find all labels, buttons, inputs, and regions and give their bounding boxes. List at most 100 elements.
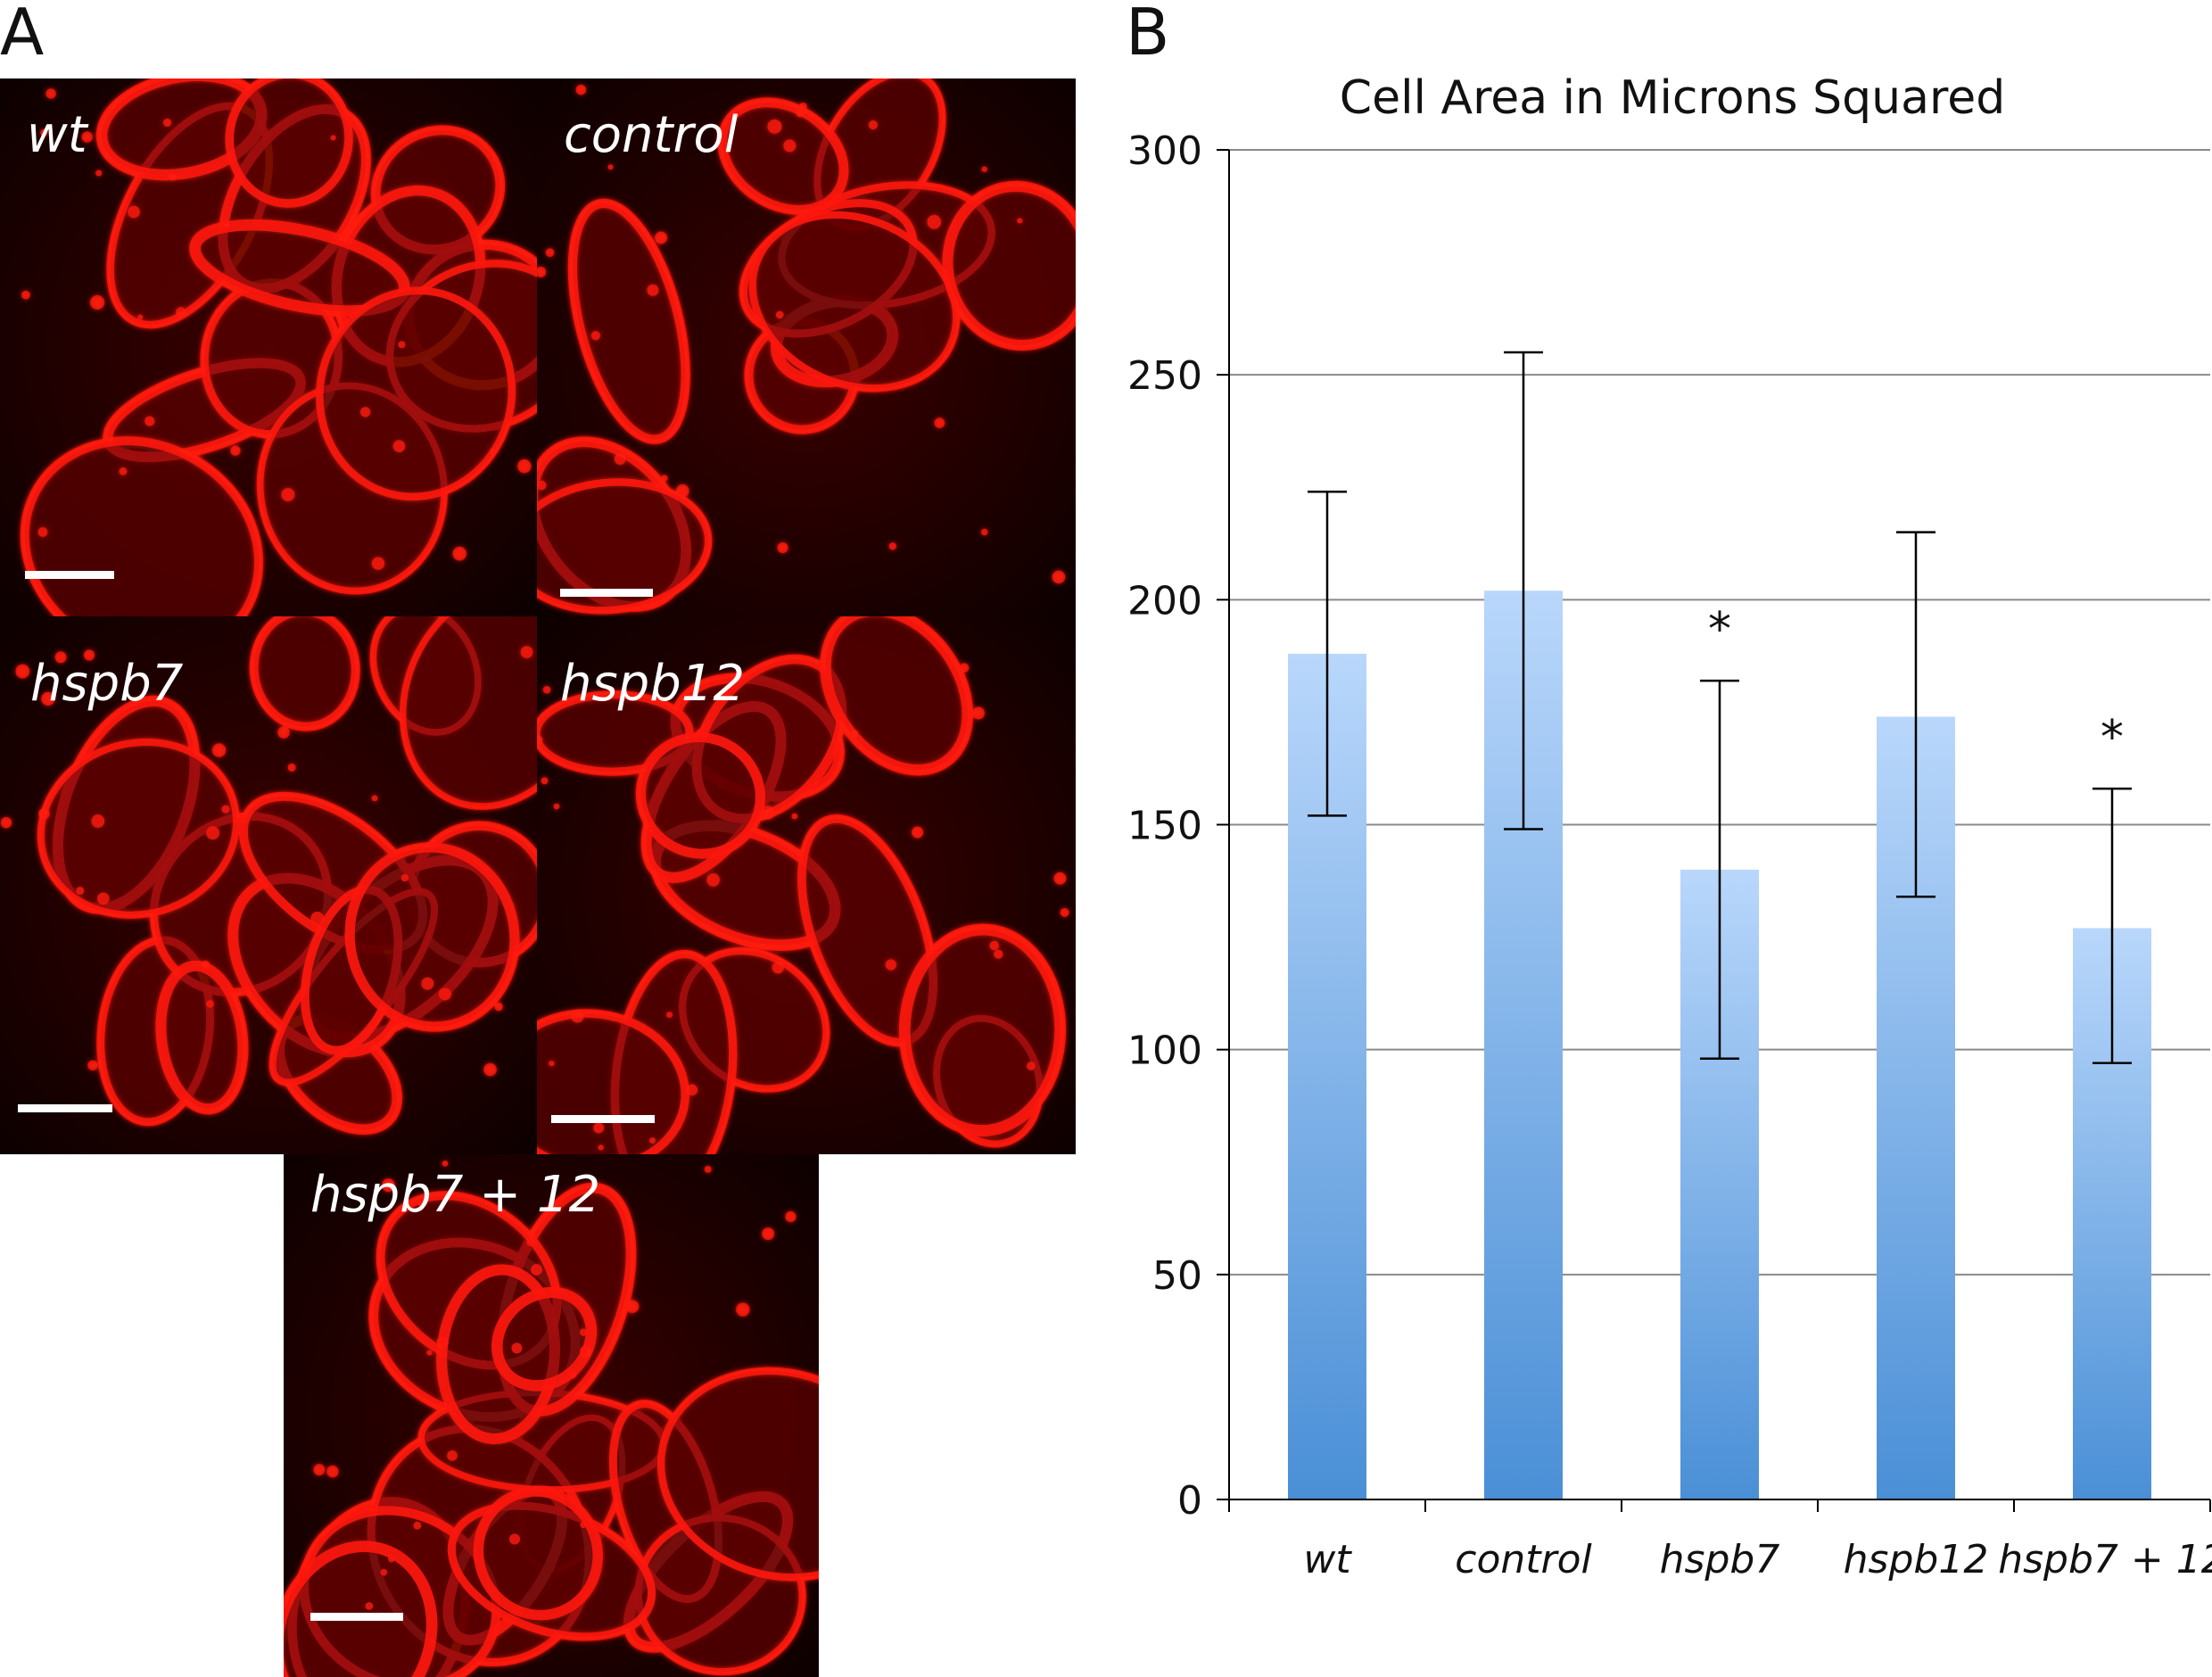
x-tick-label: wt <box>1303 1537 1352 1582</box>
stain-dot <box>526 1238 535 1247</box>
stain-dot <box>579 1345 591 1358</box>
stain-dot <box>661 475 668 482</box>
stain-dot <box>206 1000 214 1008</box>
stain-dot <box>76 887 85 896</box>
stain-dot <box>1053 872 1067 885</box>
stain-dot <box>647 284 659 296</box>
cell-outline <box>491 1286 598 1392</box>
stain-dot <box>760 805 775 820</box>
stain-dot <box>221 805 230 814</box>
stain-dot <box>868 120 878 130</box>
stain-dot <box>934 417 945 428</box>
stain-dot <box>426 1350 433 1356</box>
stain-dot <box>176 307 186 318</box>
x-tick-label: control <box>1455 1537 1592 1582</box>
stain-dot <box>163 119 172 127</box>
stain-dot <box>41 691 55 706</box>
stain-dot <box>417 1201 425 1207</box>
stain-dot <box>144 416 155 426</box>
cell-outline <box>898 923 1067 1137</box>
micrograph-label-4: hspb7 + 12 <box>310 1166 600 1224</box>
cell-outline <box>249 616 360 731</box>
stain-dot <box>537 735 543 745</box>
stain-dot <box>201 960 210 970</box>
stain-dot <box>382 1178 395 1192</box>
stain-dot <box>365 1602 374 1610</box>
stain-dot <box>91 814 105 828</box>
x-tick-label: hspb7 <box>1660 1537 1780 1582</box>
stain-dot <box>736 1302 750 1317</box>
stain-dot <box>981 166 987 172</box>
stain-dot <box>84 649 95 661</box>
stain-dot <box>277 726 290 739</box>
stain-dot <box>575 84 587 95</box>
micrograph-figure: wt control hspb7 hspb12 hspb7 + 12 <box>0 78 1076 1677</box>
scale-bar <box>551 1115 655 1123</box>
stain-dot <box>655 231 668 244</box>
stain-dot <box>1027 1062 1036 1070</box>
cell-outline <box>537 690 694 776</box>
stain-dot <box>912 826 924 838</box>
stain-dot <box>796 108 805 118</box>
stain-dot <box>704 1165 712 1173</box>
stain-dot <box>545 248 555 257</box>
micrograph-panel-2 <box>0 616 537 1154</box>
stain-dot <box>310 912 325 926</box>
stain-dot <box>447 1450 458 1461</box>
stain-dot <box>0 816 12 829</box>
x-tick-label: hspb7 + 12 <box>1998 1537 2212 1582</box>
stain-dot <box>371 795 378 802</box>
stain-dot <box>542 685 551 694</box>
stain-dot <box>137 314 144 320</box>
micrograph-label-1: control <box>564 106 739 164</box>
stain-dot <box>777 542 788 553</box>
micrograph-panel-1 <box>537 78 1076 616</box>
stain-dot <box>54 651 67 664</box>
scale-bar <box>310 1613 403 1621</box>
stain-dot <box>313 1464 326 1475</box>
stain-dot <box>230 445 241 456</box>
stain-dot <box>1052 570 1066 584</box>
stain-dot <box>972 706 985 720</box>
stain-dot <box>798 102 807 111</box>
stain-dot <box>549 1060 555 1067</box>
stain-dot <box>959 663 970 673</box>
stain-dot <box>553 803 560 810</box>
stain-dot <box>37 527 48 537</box>
stain-dot <box>888 542 896 550</box>
stain-dot <box>649 1137 656 1144</box>
stain-dot <box>666 1012 673 1018</box>
stain-dot <box>169 173 177 181</box>
stain-dot <box>785 1210 796 1222</box>
y-tick-label: 200 <box>1127 578 1202 624</box>
stain-dot <box>981 528 988 536</box>
stain-dot <box>81 131 93 143</box>
stain-dot <box>96 892 110 905</box>
stain-dot <box>511 1342 523 1354</box>
stain-dot <box>452 546 466 561</box>
stain-dot <box>119 467 128 475</box>
y-tick-label: 300 <box>1127 128 1202 174</box>
stain-dot <box>436 1335 450 1349</box>
stain-dot <box>989 940 1000 951</box>
scale-bar <box>25 571 114 579</box>
stain-dot <box>772 961 785 974</box>
stain-dot <box>380 1568 388 1576</box>
y-tick-label: 100 <box>1127 1029 1202 1074</box>
stain-dot <box>686 1084 698 1096</box>
stain-dot <box>40 128 48 136</box>
panel-label-a: A <box>0 0 45 70</box>
stain-dot <box>38 807 50 820</box>
stain-dot <box>211 743 227 757</box>
cell-outline <box>567 198 690 444</box>
stain-dot <box>994 949 1003 959</box>
stain-dot <box>625 1300 640 1313</box>
significance-marker: * <box>1708 603 1731 657</box>
stain-dot <box>1017 218 1023 224</box>
cell-outline <box>820 616 974 776</box>
stain-dot <box>537 267 547 277</box>
stain-dot <box>531 1263 543 1276</box>
chart-title: Cell Area in Microns Squared <box>1339 71 2006 125</box>
cell-outline <box>537 1009 689 1154</box>
